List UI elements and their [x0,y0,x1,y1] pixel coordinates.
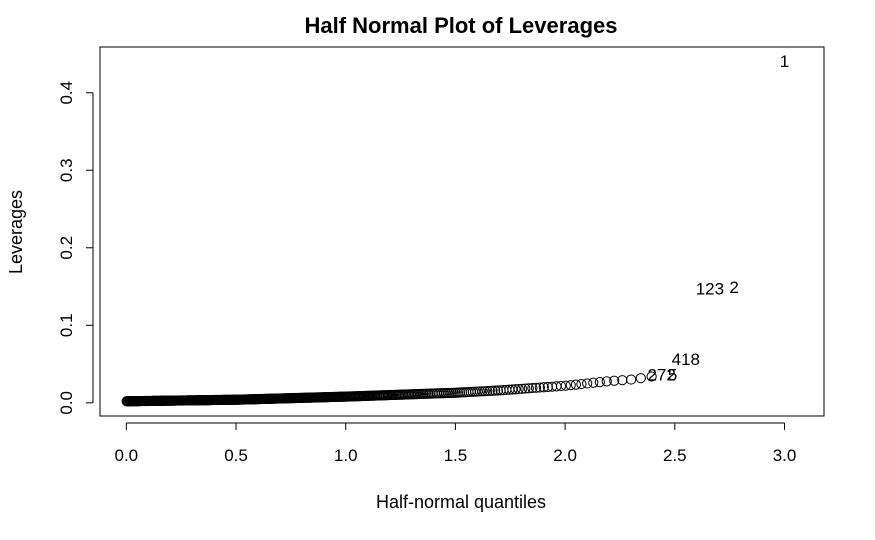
y-tick-label: 0.2 [57,236,76,260]
y-tick-label: 0.0 [57,391,76,415]
point-label: 123 [696,279,724,298]
data-point [582,378,593,389]
x-tick-label: 2.0 [553,446,577,465]
x-tick-label: 1.0 [334,446,358,465]
point-label: 1 [780,52,789,71]
data-point [482,385,493,397]
x-axis-label: Half-normal quantiles [376,492,546,512]
data-point [542,381,553,393]
y-tick-label: 0.4 [57,81,76,105]
data-points [121,371,657,407]
data-point [626,374,637,385]
chart-title: Half Normal Plot of Leverages [305,13,618,38]
data-point [555,380,567,392]
data-point [520,383,531,394]
point-label: 5 [668,365,677,384]
x-tick-label: 1.5 [444,446,468,465]
data-point [479,386,490,397]
x-axis: 0.0 0.5 1.0 1.5 2.0 2.5 3.0 [115,422,797,465]
x-tick-label: 2.5 [663,446,687,465]
data-point [609,375,620,386]
x-tick-label: 0.0 [115,446,139,465]
data-point [510,384,521,395]
data-point [601,376,612,387]
data-point [484,385,495,397]
y-tick-label: 0.1 [57,313,76,337]
data-point [588,377,599,388]
data-point [576,378,587,390]
y-axis-label: Leverages [6,190,26,274]
data-point [523,383,534,394]
data-point [570,379,582,390]
point-label: 272 [647,365,675,384]
data-point [513,383,524,395]
data-point [527,382,538,394]
y-tick-label: 0.3 [57,158,76,182]
data-point [538,382,549,393]
plot-frame [99,46,825,417]
data-point [635,373,646,384]
data-point [594,376,605,388]
x-tick-label: 0.5 [224,446,248,465]
data-point [530,382,542,393]
data-point [490,385,501,396]
point-label: 418 [672,350,700,369]
data-point [477,386,488,397]
point-label: 2 [729,278,738,297]
y-axis: 0.0 0.1 0.2 0.3 0.4 [57,81,94,415]
data-point [516,383,528,394]
data-point [487,385,498,396]
data-point [492,385,503,396]
data-point [646,371,657,382]
data-point [534,382,545,393]
data-point [560,380,571,391]
x-tick-label: 3.0 [773,446,797,465]
data-point [565,380,576,391]
